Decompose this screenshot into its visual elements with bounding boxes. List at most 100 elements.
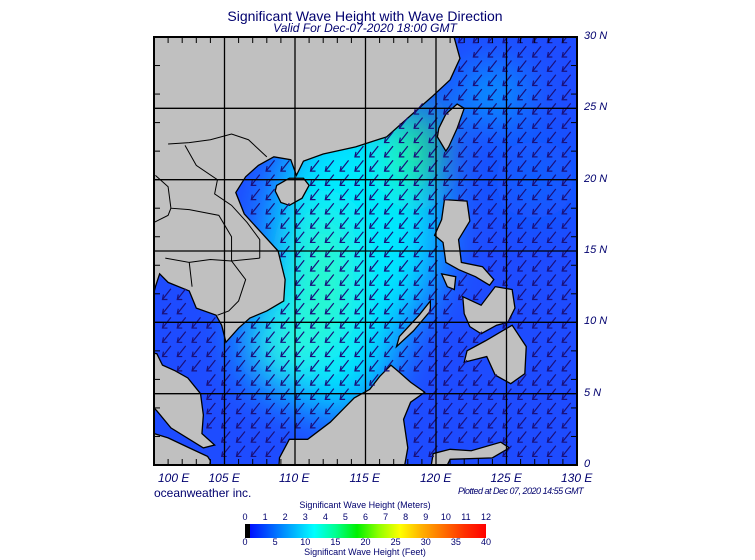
arrow-shaft <box>561 88 572 101</box>
arrow-shaft <box>517 117 527 129</box>
wave-arrow <box>531 302 542 315</box>
arrow-head <box>324 365 331 372</box>
wave-arrow <box>576 339 577 343</box>
arrow-head <box>309 265 316 272</box>
landmass-palawan <box>395 299 432 349</box>
arrow-head <box>472 194 479 201</box>
wave-arrow <box>191 345 202 358</box>
arrow-head <box>443 337 449 343</box>
arrow-shaft <box>280 416 290 429</box>
arrow-shaft <box>398 131 409 143</box>
arrow-head <box>428 223 434 229</box>
arrow-head <box>561 94 568 101</box>
arrow-shaft <box>561 74 572 86</box>
wave-arrow <box>383 345 394 358</box>
wave-arrow <box>383 302 394 315</box>
arrow-shaft <box>576 56 577 57</box>
arrow-shaft <box>250 188 261 201</box>
arrow-shaft <box>280 231 290 243</box>
wave-arrow <box>472 188 483 201</box>
wave-arrow <box>531 217 542 229</box>
arrow-shaft <box>161 288 172 300</box>
wave-arrow <box>176 331 187 343</box>
wave-arrow <box>294 331 305 343</box>
arrow-shaft <box>310 188 320 201</box>
arrow-head <box>161 351 168 358</box>
arrow-head <box>561 66 568 72</box>
arrow-shaft <box>517 231 527 243</box>
arrow-head <box>265 422 272 429</box>
arrow-shaft <box>472 74 483 86</box>
wave-arrow <box>265 217 276 229</box>
wave-arrow <box>383 259 394 272</box>
lat-label: 20 N <box>584 172 608 185</box>
wave-arrow <box>294 345 305 358</box>
arrow-shaft <box>532 345 542 357</box>
arrow-head <box>280 365 286 372</box>
feet-tick: 40 <box>480 537 492 547</box>
wave-arrow <box>561 274 572 286</box>
arrow-head <box>265 337 272 343</box>
arrow-head <box>324 165 331 172</box>
arrow-head <box>472 208 479 215</box>
wave-arrow <box>176 302 187 315</box>
arrow-shaft <box>532 402 542 415</box>
wave-arrow <box>576 382 577 386</box>
arrow-shaft <box>310 345 320 357</box>
plotted-time: Plotted at Dec 07, 2020 14:55 GMT <box>458 486 584 496</box>
arrow-shaft <box>458 131 468 143</box>
arrow-head <box>413 408 420 415</box>
arrow-head <box>472 37 479 44</box>
wave-arrow <box>398 145 409 158</box>
arrow-head <box>457 294 464 301</box>
arrow-head <box>398 123 405 129</box>
arrow-shaft <box>458 359 468 372</box>
wave-arrow <box>517 259 527 272</box>
arrow-head <box>368 280 375 286</box>
wave-arrow <box>413 402 424 415</box>
arrow-shaft <box>369 302 379 315</box>
arrow-head <box>517 408 523 415</box>
wave-arrow <box>546 345 557 358</box>
arrow-shaft <box>310 274 320 286</box>
arrow-head <box>265 394 272 400</box>
wave-arrow <box>546 74 557 87</box>
wave-arrow <box>487 145 498 158</box>
arrow-head <box>294 322 301 329</box>
arrow-shaft <box>369 331 379 343</box>
wave-arrow <box>457 88 468 101</box>
arrow-shaft <box>369 231 379 243</box>
arrow-shaft <box>354 160 364 172</box>
wave-arrow <box>472 45 483 58</box>
wave-arrow <box>383 202 394 215</box>
wave-arrow <box>472 88 483 101</box>
wave-arrow <box>206 416 216 429</box>
feet-tick: 0 <box>242 537 248 547</box>
arrow-head <box>309 422 316 429</box>
arrow-head <box>413 137 420 144</box>
arrow-shaft <box>502 74 512 86</box>
wave-arrow <box>413 445 424 458</box>
arrow-head <box>398 180 405 186</box>
wave-arrow <box>294 374 305 386</box>
wave-arrow <box>561 445 572 458</box>
wave-arrow <box>517 445 527 458</box>
arrow-head <box>487 251 494 258</box>
wave-arrow <box>294 231 305 244</box>
wave-arrow <box>398 117 409 129</box>
arrow-shaft <box>576 241 577 243</box>
wave-arrow <box>472 202 483 215</box>
arrow-head <box>428 108 434 115</box>
arrow-head <box>457 151 464 158</box>
arrow-head <box>280 422 286 429</box>
wave-arrow <box>443 359 453 372</box>
arrow-shaft <box>487 60 498 72</box>
arrow-head <box>531 379 538 386</box>
wave-arrow <box>531 145 542 158</box>
wave-arrow <box>280 431 290 443</box>
wave-arrow <box>309 217 320 229</box>
arrow-shaft <box>576 455 577 457</box>
arrow-head <box>531 237 538 244</box>
arrow-shaft <box>561 160 572 172</box>
arrow-shaft <box>324 217 335 229</box>
